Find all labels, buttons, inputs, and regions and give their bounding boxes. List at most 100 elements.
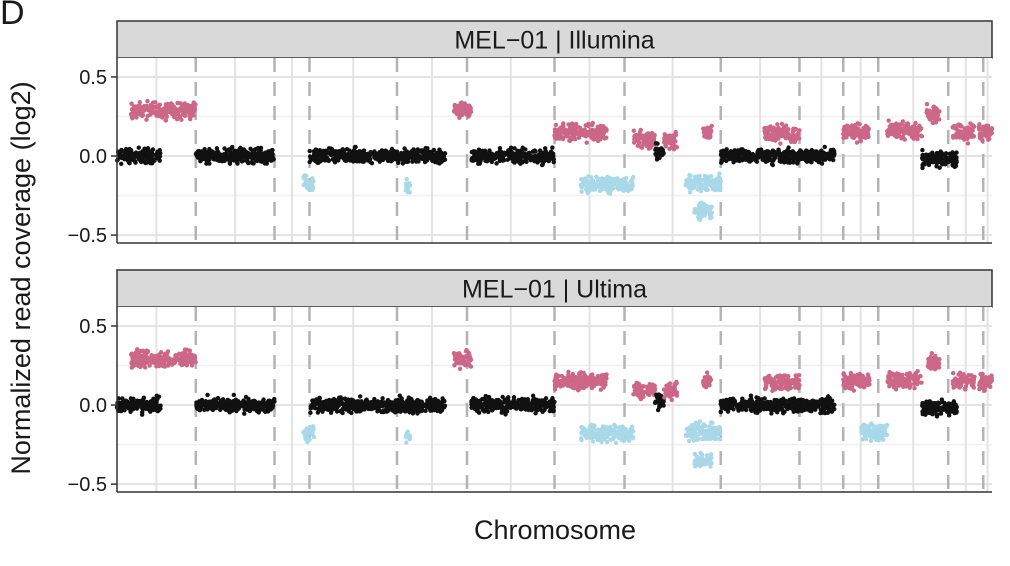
data-point-loss xyxy=(718,177,723,183)
data-point-gain xyxy=(558,384,563,389)
data-point-neutral xyxy=(366,155,371,160)
data-point-neutral xyxy=(440,151,445,156)
data-point-neutral xyxy=(357,149,362,154)
data-point-neutral xyxy=(425,398,430,403)
x-axis-title: Chromosome xyxy=(474,515,636,545)
data-point-gain xyxy=(180,352,186,357)
data-point-neutral xyxy=(154,402,159,407)
data-point-gain xyxy=(980,131,985,136)
data-point-neutral xyxy=(512,403,517,409)
data-point-neutral xyxy=(395,397,401,403)
data-point-gain xyxy=(603,377,608,382)
data-point-neutral xyxy=(654,149,660,154)
data-point-neutral xyxy=(237,404,242,410)
data-point-gain xyxy=(557,136,562,141)
data-point-neutral xyxy=(357,409,362,414)
data-point-gain xyxy=(144,117,149,122)
data-point-neutral xyxy=(425,157,430,162)
data-point-neutral xyxy=(129,399,134,405)
data-point-gain xyxy=(452,109,457,114)
panel-letter: D xyxy=(0,0,25,32)
data-point-neutral xyxy=(509,149,514,155)
data-point-neutral xyxy=(395,403,401,408)
data-point-neutral xyxy=(138,399,143,405)
data-point-gain xyxy=(578,370,583,375)
data-point-neutral xyxy=(247,403,252,408)
data-point-gain xyxy=(178,361,183,366)
data-point-neutral xyxy=(334,409,340,414)
data-point-neutral xyxy=(367,159,373,165)
data-point-neutral xyxy=(766,153,771,158)
data-point-gain xyxy=(932,115,938,121)
data-point-neutral xyxy=(221,151,227,157)
data-point-neutral xyxy=(157,158,162,163)
data-point-gain xyxy=(176,108,182,113)
data-point-loss xyxy=(699,208,705,213)
data-point-neutral xyxy=(254,406,259,412)
data-point-loss xyxy=(305,427,310,433)
data-point-neutral xyxy=(136,145,141,150)
data-point-neutral xyxy=(435,155,440,161)
data-point-gain xyxy=(182,101,187,106)
data-point-loss xyxy=(404,440,409,445)
data-point-loss xyxy=(712,187,718,193)
data-point-gain xyxy=(844,129,849,134)
data-point-gain xyxy=(165,363,171,368)
data-point-neutral xyxy=(824,155,830,161)
data-point-neutral xyxy=(802,150,807,156)
data-point-gain xyxy=(179,117,184,122)
data-point-gain xyxy=(463,349,469,354)
data-point-neutral xyxy=(311,149,317,154)
data-point-loss xyxy=(305,438,310,443)
data-point-loss xyxy=(702,182,707,188)
data-point-neutral xyxy=(741,148,746,153)
data-point-gain xyxy=(560,122,566,128)
data-point-gain xyxy=(135,357,141,362)
data-point-loss xyxy=(404,434,410,440)
data-point-neutral xyxy=(660,152,665,157)
data-point-neutral xyxy=(475,398,480,404)
data-point-neutral xyxy=(145,401,151,406)
data-point-neutral xyxy=(533,411,538,416)
data-point-loss xyxy=(688,185,694,191)
data-point-neutral xyxy=(473,405,478,411)
data-point-neutral xyxy=(129,152,134,158)
data-point-gain xyxy=(467,107,473,112)
data-point-gain xyxy=(849,123,855,128)
data-point-loss xyxy=(579,189,584,194)
data-point-neutral xyxy=(212,150,217,155)
data-point-neutral xyxy=(372,154,377,160)
data-point-neutral xyxy=(818,150,823,155)
data-point-gain xyxy=(184,360,189,366)
data-point-neutral xyxy=(156,153,162,158)
data-point-neutral xyxy=(952,157,957,163)
data-point-gain xyxy=(893,124,898,130)
data-point-gain xyxy=(885,133,891,138)
data-point-neutral xyxy=(777,153,783,159)
data-point-neutral xyxy=(118,152,123,158)
data-point-neutral xyxy=(502,150,507,156)
data-point-neutral xyxy=(500,394,505,400)
data-point-gain xyxy=(457,366,463,372)
data-point-loss xyxy=(630,174,636,180)
data-point-gain xyxy=(706,126,711,132)
data-point-neutral xyxy=(922,162,927,167)
data-point-neutral xyxy=(498,401,504,407)
y-tick-label: −0.5 xyxy=(68,225,107,247)
data-point-neutral xyxy=(222,158,227,164)
data-point-neutral xyxy=(535,404,540,409)
data-point-gain xyxy=(191,113,196,118)
data-point-gain xyxy=(916,125,921,130)
data-point-neutral xyxy=(250,399,255,404)
data-point-gain xyxy=(857,122,862,127)
data-point-gain xyxy=(576,132,582,138)
data-point-neutral xyxy=(268,407,274,412)
data-point-neutral xyxy=(432,396,438,402)
data-point-gain xyxy=(602,127,607,132)
data-point-gain xyxy=(599,132,604,137)
data-point-loss xyxy=(404,176,409,182)
data-point-neutral xyxy=(145,156,151,161)
data-point-neutral xyxy=(228,157,234,163)
data-point-neutral xyxy=(243,394,249,400)
data-point-gain xyxy=(777,128,782,133)
